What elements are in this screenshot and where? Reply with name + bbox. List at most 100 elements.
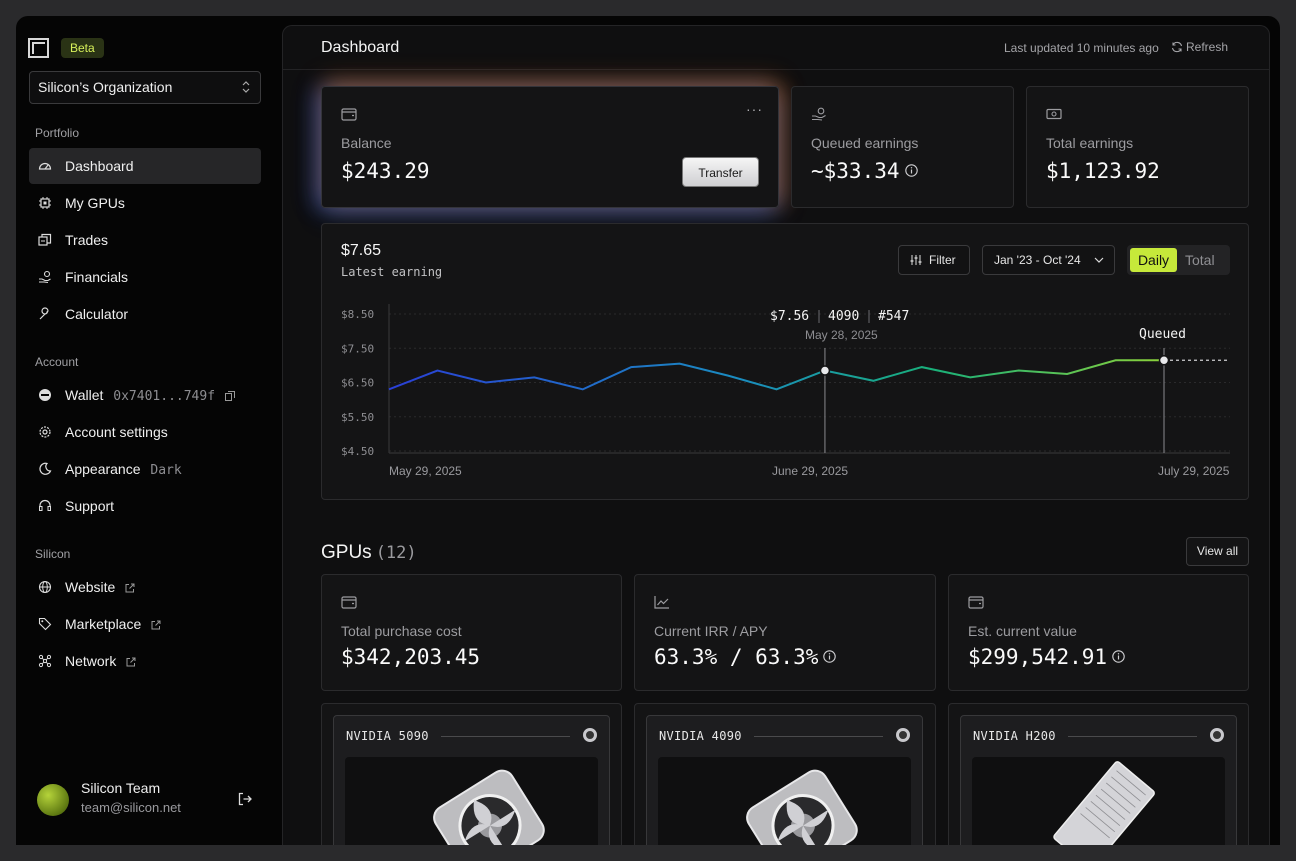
purchase-cost-value: $342,203.45 [341, 645, 481, 669]
avatar [37, 784, 69, 816]
current-value-value-row: $299,542.91 [968, 645, 1125, 669]
sidebar-item-label: Appearance [65, 461, 141, 477]
sidebar: Beta Silicon’s Organization Portfolio Da… [16, 16, 278, 845]
view-all-button[interactable]: View all [1186, 537, 1249, 566]
sidebar-item-account-settings[interactable]: Account settings [29, 414, 261, 450]
latest-earning-label: Latest earning [341, 265, 443, 279]
x-tick-label: July 29, 2025 [1158, 464, 1230, 478]
gpu-fan-card-icon [746, 769, 858, 845]
sidebar-item-trades[interactable]: Trades [29, 222, 261, 258]
wallet-icon [968, 596, 984, 609]
purchase-cost-label: Total purchase cost [341, 623, 462, 639]
gpu-card-5090[interactable]: NVIDIA 5090 [321, 703, 622, 845]
gpu-card-inner: NVIDIA H200 [960, 715, 1237, 845]
refresh-icon [1171, 41, 1183, 53]
balance-value: $243.29 [341, 159, 430, 183]
headset-icon [39, 499, 51, 511]
sidebar-item-support[interactable]: Support [29, 488, 261, 524]
user-email: team@silicon.net [81, 800, 181, 815]
moon-icon [39, 462, 52, 475]
org-selector[interactable]: Silicon’s Organization [29, 71, 261, 104]
info-icon[interactable] [904, 164, 918, 177]
transfer-button[interactable]: Transfer [682, 157, 759, 187]
page-title: Dashboard [321, 39, 400, 56]
gauge-icon [38, 162, 52, 170]
y-tick-label: $7.50 [341, 342, 374, 355]
toggle-total[interactable]: Total [1185, 252, 1215, 268]
gpu-module-icon [1053, 761, 1155, 845]
sidebar-item-network[interactable]: Network [29, 643, 261, 679]
tooltip-id: #547 [878, 309, 909, 324]
sidebar-item-label: Support [65, 498, 115, 514]
network-icon [38, 654, 52, 668]
y-tick-label: $6.50 [341, 377, 374, 390]
sidebar-item-financials[interactable]: Financials [29, 259, 261, 295]
gpu-card-4090[interactable]: NVIDIA 4090 [634, 703, 936, 845]
irr-apy-value-row: 63.3% / 63.3% [654, 645, 837, 669]
app-window: Beta Silicon’s Organization Portfolio Da… [16, 16, 1280, 845]
toggle-daily[interactable]: Daily [1130, 248, 1177, 272]
tooltip-gpu: 4090 [828, 309, 859, 324]
wallet-address: 0x7401...749f [113, 389, 216, 404]
silicon-logo[interactable] [28, 38, 49, 58]
portfolio-section-label: Portfolio [35, 126, 80, 140]
logout-icon[interactable] [237, 791, 253, 807]
hand-coins-icon [812, 107, 826, 121]
wrench-icon [39, 307, 49, 320]
appearance-value: Dark [150, 463, 182, 478]
purchase-cost-card: Total purchase cost $342,203.45 [321, 574, 622, 691]
sidebar-item-appearance[interactable]: Appearance Dark [29, 451, 261, 487]
main-panel: Dashboard Last updated 10 minutes ago Re… [282, 25, 1270, 845]
queued-earnings-value-row: ~$33.34 [811, 159, 918, 183]
queued-earnings-value: ~$33.34 [811, 159, 900, 183]
gpu-card-inner: NVIDIA 4090 [646, 715, 923, 845]
sidebar-item-calculator[interactable]: Calculator [29, 296, 261, 332]
daily-total-toggle: Daily Total [1127, 245, 1230, 275]
wallet-icon [341, 596, 357, 609]
beta-badge: Beta [61, 38, 104, 58]
date-range-select[interactable]: Jan '23 - Oct '24 [982, 245, 1115, 275]
sidebar-item-label: Website [65, 579, 116, 595]
hand-coins-icon [39, 270, 51, 284]
gpus-count: (12) [375, 543, 417, 563]
gpu-status-ring-icon [1210, 728, 1224, 742]
gpu-status-ring-icon [583, 728, 597, 742]
sidebar-item-wallet[interactable]: Wallet 0x7401...749f [29, 377, 261, 413]
copy-icon[interactable] [224, 391, 235, 401]
irr-apy-card: Current IRR / APY 63.3% / 63.3% [634, 574, 936, 691]
chart-line-icon [654, 596, 669, 609]
gpu-status-ring-icon [896, 728, 910, 742]
tooltip-date: May 28, 2025 [805, 328, 878, 342]
sliders-icon [910, 255, 922, 265]
sidebar-item-my-gpus[interactable]: My GPUs [29, 185, 261, 221]
refresh-button[interactable]: Refresh [1171, 40, 1228, 54]
earnings-line-chart[interactable]: $8.50 $7.50 $6.50 $5.50 $4.50 May 29, 2025 Ju… [322, 224, 1248, 499]
globe-icon [38, 580, 52, 594]
latest-earning-value: $7.65 [341, 242, 382, 259]
sidebar-item-label: Financials [65, 269, 129, 285]
banknote-icon [1046, 108, 1062, 120]
filter-label: Filter [929, 253, 956, 267]
filter-button[interactable]: Filter [898, 245, 970, 275]
current-value-card: Est. current value $299,542.91 [948, 574, 1249, 691]
info-icon[interactable] [1112, 650, 1125, 663]
org-name: Silicon’s Organization [38, 79, 173, 95]
earnings-series-line [388, 359, 1164, 391]
x-tick-label: June 29, 2025 [772, 464, 848, 478]
queued-earnings-card: Queued earnings ~$33.34 [791, 86, 1014, 208]
queued-point [1158, 354, 1170, 366]
queued-label: Queued [1139, 327, 1186, 342]
gpus-title: GPUs [321, 542, 372, 563]
sidebar-item-website[interactable]: Website [29, 569, 261, 605]
account-section-label: Account [35, 355, 79, 369]
earnings-chart-card: $7.65 Latest earning Filter Jan '23 - Oc… [321, 223, 1249, 500]
info-icon[interactable] [823, 650, 837, 663]
sidebar-item-marketplace[interactable]: Marketplace [29, 606, 261, 642]
more-menu-button[interactable]: ··· [746, 101, 763, 117]
sidebar-item-dashboard[interactable]: Dashboard [29, 148, 261, 184]
gpus-section-title: GPUs (12) [321, 542, 417, 564]
total-earnings-card: Total earnings $1,123.92 [1026, 86, 1249, 208]
gpu-card-h200[interactable]: NVIDIA H200 [948, 703, 1249, 845]
sidebar-item-label: Trades [65, 232, 109, 248]
user-name: Silicon Team [81, 780, 161, 796]
